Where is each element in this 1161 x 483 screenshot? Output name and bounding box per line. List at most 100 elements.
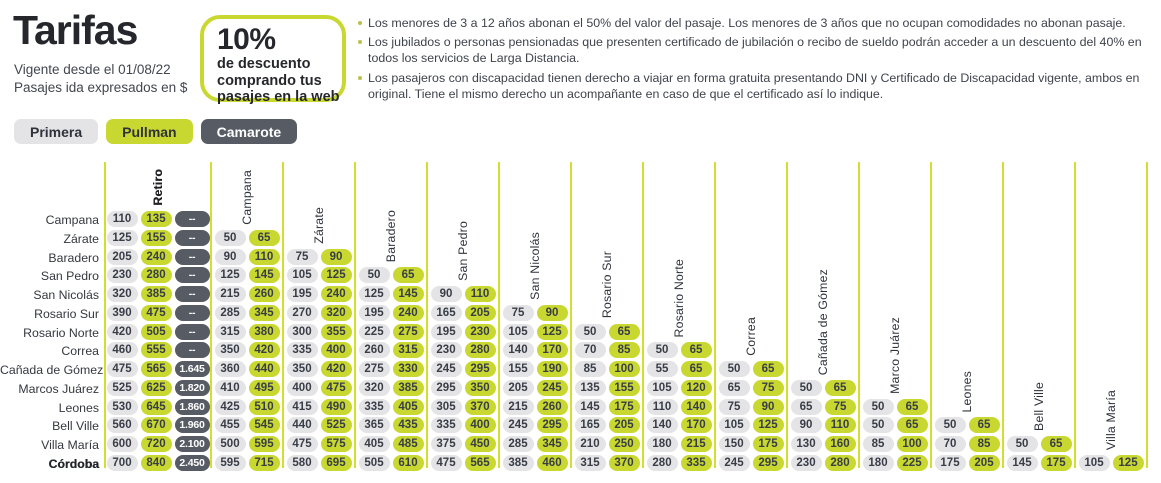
fare-cell: 475 565 1.645	[105, 361, 211, 378]
fare-cell: 70 85	[931, 436, 1003, 453]
pullman-fare-chip: 205	[464, 304, 496, 321]
pullman-fare-chip: 355	[320, 323, 352, 340]
fare-cell: 365 435	[355, 417, 427, 434]
primera-fare-chip: 455	[214, 417, 246, 434]
fare-cell: 315 380	[211, 323, 283, 340]
fare-cell: 85 100	[571, 361, 643, 378]
primera-fare-chip: 320	[106, 286, 138, 303]
primera-fare-chip: 335	[358, 398, 390, 415]
web-discount-badge: 10% de descuento comprando tus pasajes e…	[200, 15, 346, 105]
fare-cell: 130 160	[787, 436, 859, 453]
fare-cell: 400 475	[283, 379, 355, 396]
primera-fare-chip: 285	[502, 436, 534, 453]
fare-cell: 105 125	[715, 417, 787, 434]
primera-fare-chip: 125	[214, 267, 246, 284]
camarote-fare-chip: --	[174, 267, 210, 284]
primera-fare-chip: 105	[286, 267, 318, 284]
column-header: Leones	[960, 370, 974, 413]
fare-cell: 295 350	[427, 379, 499, 396]
pullman-fare-chip: 555	[140, 342, 172, 359]
primera-fare-chip: 440	[286, 417, 318, 434]
primera-fare-chip: 360	[214, 361, 246, 378]
primera-fare-chip: 295	[430, 379, 462, 396]
column-header: Correa	[744, 317, 758, 357]
pullman-fare-chip: 595	[248, 436, 280, 453]
discount-percent: 10%	[217, 23, 276, 56]
primera-fare-chip: 410	[214, 379, 246, 396]
camarote-fare-chip: 2.100	[174, 436, 210, 453]
pullman-fare-chip: 280	[824, 455, 856, 471]
row-label: Cañada de Gómez	[0, 363, 104, 378]
pullman-fare-chip: 100	[896, 436, 928, 453]
column-header-slot: Zárate	[283, 150, 355, 244]
fare-cell: 50 65	[1003, 436, 1075, 453]
fare-cell: 420 505 --	[105, 323, 211, 340]
column-header-slot: Baradero	[355, 150, 427, 262]
fare-cell: 145 175	[571, 398, 643, 415]
fare-cell: 165 205	[427, 304, 499, 321]
fare-cell: 245 295	[499, 417, 571, 434]
fare-cell: 210 250	[571, 436, 643, 453]
fare-cell: 105 125	[499, 323, 571, 340]
pullman-fare-chip: 525	[320, 417, 352, 434]
pullman-fare-chip: 85	[968, 436, 1000, 453]
fare-table: Campana Zárate Baradero San Pedro San Nicolá…	[0, 150, 1161, 483]
pullman-fare-chip: 280	[140, 267, 172, 284]
fare-cell: 165 205	[571, 417, 643, 434]
fare-cell: 425 510	[211, 398, 283, 415]
pullman-fare-chip: 65	[608, 323, 640, 340]
fare-cell: 360 440	[211, 361, 283, 378]
primera-fare-chip: 50	[934, 417, 966, 434]
column-divider-line	[642, 162, 644, 468]
primera-fare-chip: 195	[430, 323, 462, 340]
class-legend: Primera Pullman Camarote	[14, 119, 298, 144]
row-label: Baradero	[48, 250, 99, 265]
pullman-fare-chip: 240	[140, 248, 172, 265]
primera-fare-chip: 90	[214, 248, 246, 265]
fare-cell: 270 320	[283, 304, 355, 321]
row-label: Córdoba	[48, 457, 99, 471]
primera-fare-chip: 375	[430, 436, 462, 453]
legend-chip-camarote: Camarote	[200, 119, 298, 144]
pullman-fare-chip: 125	[752, 417, 784, 434]
pullman-fare-chip: 405	[392, 398, 424, 415]
pullman-fare-chip: 695	[320, 455, 352, 471]
pullman-fare-chip: 475	[140, 304, 172, 321]
row-label: Marcos Juárez	[18, 381, 99, 396]
pullman-fare-chip: 250	[608, 436, 640, 453]
column-header-slot: San Pedro	[427, 150, 499, 281]
column-header: Rosario Norte	[672, 258, 686, 338]
fare-cell: 135 155	[571, 379, 643, 396]
discount-line-3: pasajes en la web	[217, 89, 340, 105]
row-label: San Pedro	[40, 269, 99, 284]
fare-cell: 225 275	[355, 323, 427, 340]
primera-fare-chip: 320	[358, 379, 390, 396]
column-header-slot: Correa	[715, 150, 787, 356]
primera-fare-chip: 50	[1006, 436, 1038, 453]
column-header: Zárate	[312, 206, 326, 244]
fare-cell: 50 65	[931, 417, 1003, 434]
pullman-fare-chip: 295	[536, 417, 568, 434]
pullman-fare-chip: 720	[140, 436, 172, 453]
pullman-fare-chip: 65	[824, 379, 856, 396]
pullman-fare-chip: 345	[248, 304, 280, 321]
fare-cell: 50 65	[859, 398, 931, 415]
fare-unit-text: Pasajes ida expresados en $	[14, 80, 188, 95]
camarote-fare-chip: --	[174, 229, 210, 246]
pullman-fare-chip: 75	[824, 398, 856, 415]
valid-from-text: Vigente desde el 01/08/22	[14, 62, 171, 77]
primera-fare-chip: 205	[502, 379, 534, 396]
fare-cell: 110 140	[643, 398, 715, 415]
fare-cell: 285 345	[211, 304, 283, 321]
primera-fare-chip: 350	[286, 361, 318, 378]
fare-cell: 405 485	[355, 436, 427, 453]
pullman-fare-chip: 75	[752, 379, 784, 396]
fare-cell: 140 170	[643, 417, 715, 434]
pullman-fare-chip: 420	[248, 342, 280, 359]
primera-fare-chip: 230	[790, 455, 822, 471]
pullman-fare-chip: 295	[464, 361, 496, 378]
pullman-fare-chip: 565	[140, 361, 172, 378]
column-header-slot: Bell Ville	[1003, 150, 1075, 431]
fare-cell: 280 335	[643, 455, 715, 471]
fare-cell: 390 475 --	[105, 304, 211, 321]
